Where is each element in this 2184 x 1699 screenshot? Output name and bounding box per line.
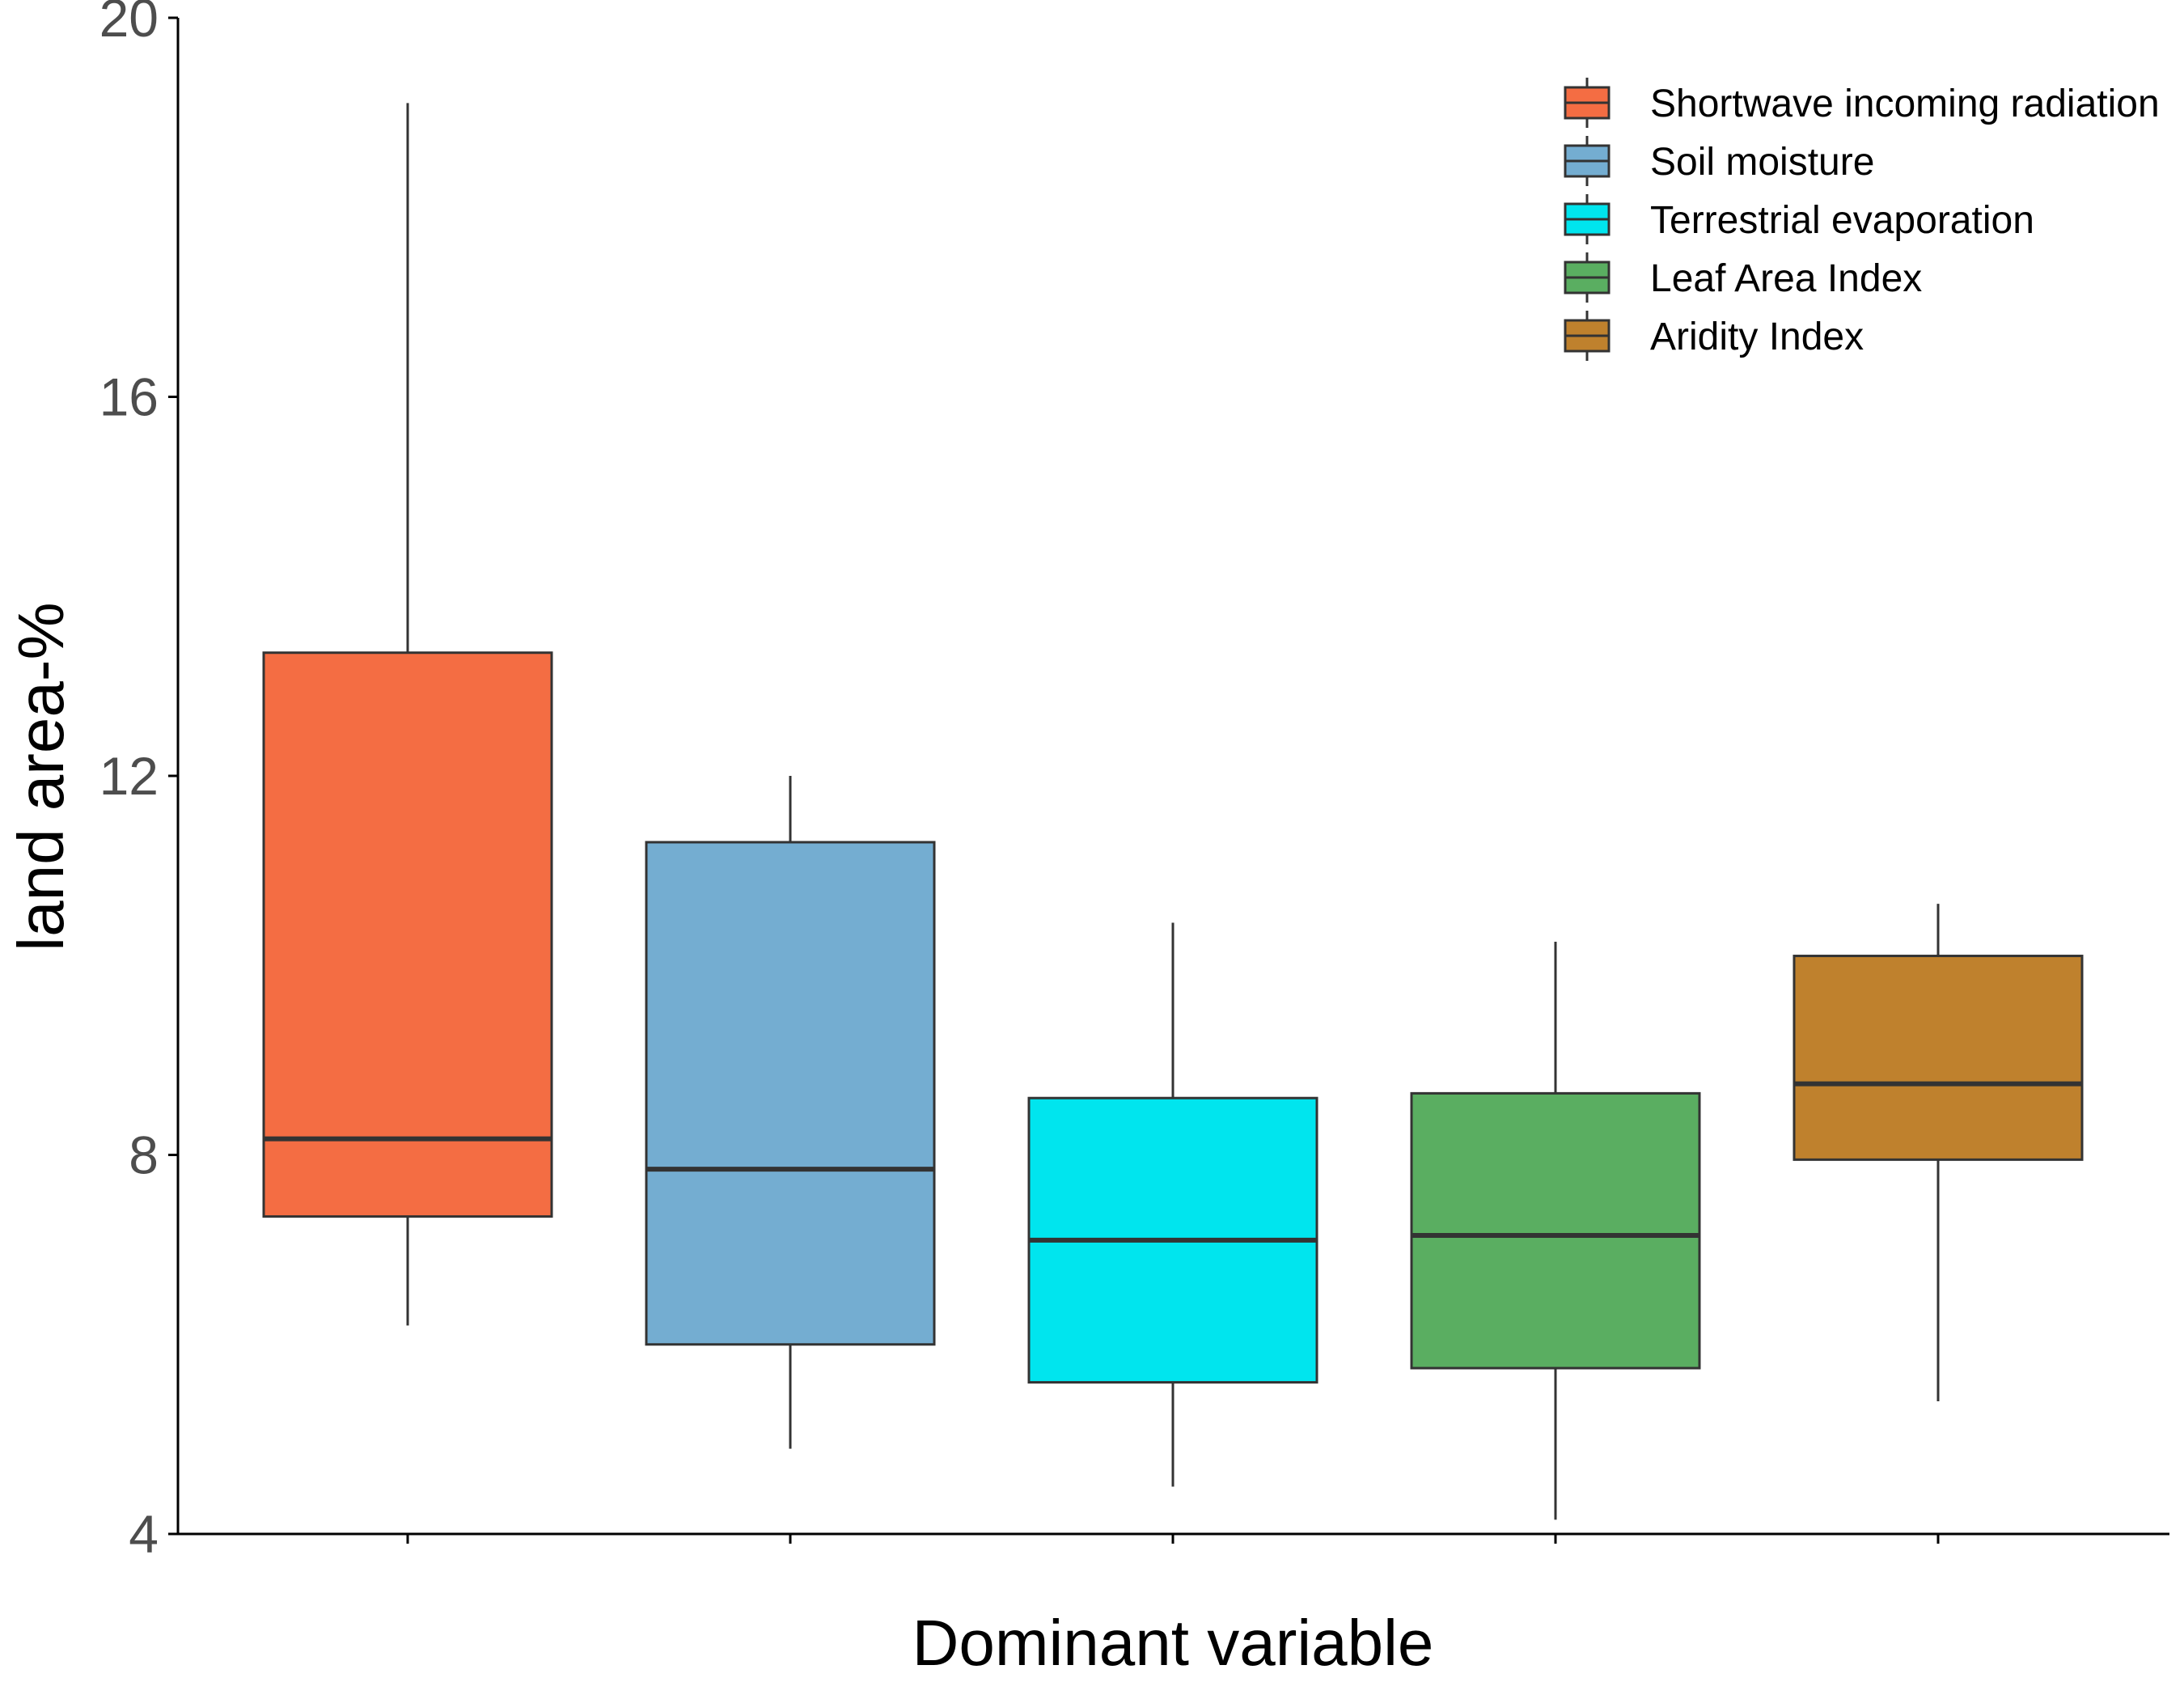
legend: Shortwave incoming radiation Soil moistur…	[1564, 78, 2160, 361]
box-aridity-index	[1792, 904, 2084, 1402]
y-tick-label: 20	[99, 0, 159, 48]
box-terrestrial-evaporation	[1027, 922, 1318, 1487]
box-soil-moisture	[645, 776, 936, 1449]
legend-item: Soil moisture	[1564, 136, 1874, 186]
y-tick-label: 8	[129, 1125, 159, 1185]
iqr-box	[1792, 955, 2084, 1161]
legend-item: Aridity Index	[1564, 311, 1864, 361]
y-tick-label: 12	[99, 746, 159, 806]
legend-item: Shortwave incoming radiation	[1564, 78, 2160, 128]
iqr-box	[645, 841, 936, 1346]
legend-label: Leaf Area Index	[1650, 257, 1922, 300]
legend-label: Shortwave incoming radiation	[1650, 83, 2160, 125]
iqr-box	[262, 651, 553, 1218]
box-leaf-area-index	[1410, 941, 1701, 1520]
legend-item: Leaf Area Index	[1564, 252, 1922, 303]
y-ticks-group: 4 8 12 16 20	[99, 0, 178, 1564]
legend-label: Soil moisture	[1650, 141, 1874, 184]
legend-label: Aridity Index	[1650, 316, 1864, 358]
box-shortwave-incoming-radiation	[262, 103, 553, 1326]
x-ticks-group	[406, 1534, 1940, 1544]
legend-item: Terrestrial evaporation	[1564, 194, 2034, 244]
iqr-box	[1410, 1091, 1701, 1370]
y-tick-label: 16	[99, 367, 159, 427]
y-tick-label: 4	[129, 1504, 159, 1564]
y-axis-title: land area-%	[5, 602, 77, 951]
x-axis-title: Dominant variable	[912, 1607, 1434, 1679]
boxes-group	[262, 103, 2084, 1520]
legend-label: Terrestrial evaporation	[1650, 199, 2034, 242]
